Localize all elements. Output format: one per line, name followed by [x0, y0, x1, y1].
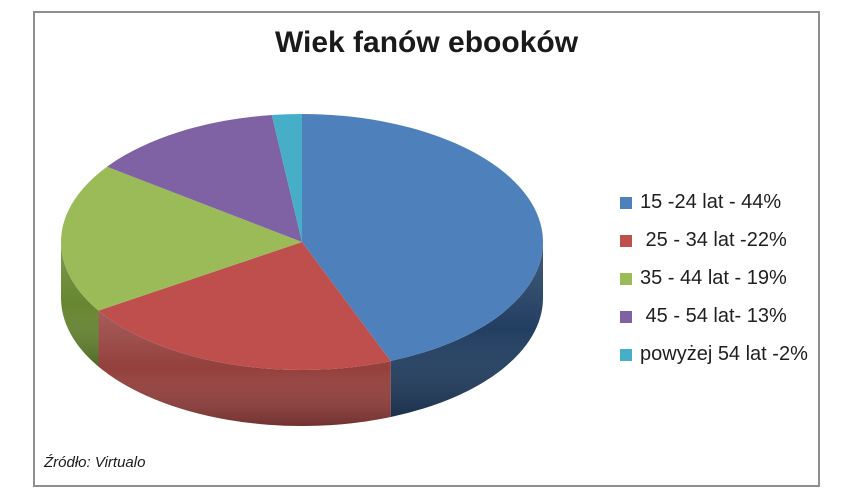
legend-marker: [620, 272, 632, 285]
pie-slice-side-shade: [390, 242, 543, 418]
chart-legend: 15 -24 lat - 44% 25 - 34 lat -22% 35 - 4…: [620, 191, 808, 381]
pie-slice: [107, 115, 302, 242]
legend-item: 35 - 44 lat - 19%: [620, 267, 808, 290]
legend-marker: [620, 348, 632, 361]
pie-slice: [271, 114, 302, 242]
pie-slice-side-shade: [98, 310, 391, 426]
pie-slice: [98, 242, 391, 370]
source-note: Źródło: Virtualo: [44, 454, 146, 471]
chart-title: Wiek fanów ebooków: [274, 26, 579, 59]
legend-marker: [620, 234, 632, 247]
legend-label: 25 - 34 lat -22%: [640, 229, 787, 251]
legend-item: 25 - 34 lat -22%: [620, 229, 808, 252]
legend-marker: [620, 310, 632, 323]
legend-marker: [620, 196, 632, 209]
legend-label: powyżej 54 lat -2%: [640, 343, 808, 365]
legend-label: 35 - 44 lat - 19%: [640, 267, 787, 289]
legend-label: 15 -24 lat - 44%: [640, 191, 782, 213]
pie-slice-side-shade: [61, 242, 99, 367]
legend-item: 15 -24 lat - 44%: [620, 191, 808, 214]
pie-slice: [302, 114, 543, 362]
pie-slice: [61, 166, 303, 311]
legend-label: 45 - 54 lat- 13%: [640, 305, 787, 327]
legend-item: 45 - 54 lat- 13%: [620, 305, 808, 328]
legend-item: powyżej 54 lat -2%: [620, 343, 808, 366]
